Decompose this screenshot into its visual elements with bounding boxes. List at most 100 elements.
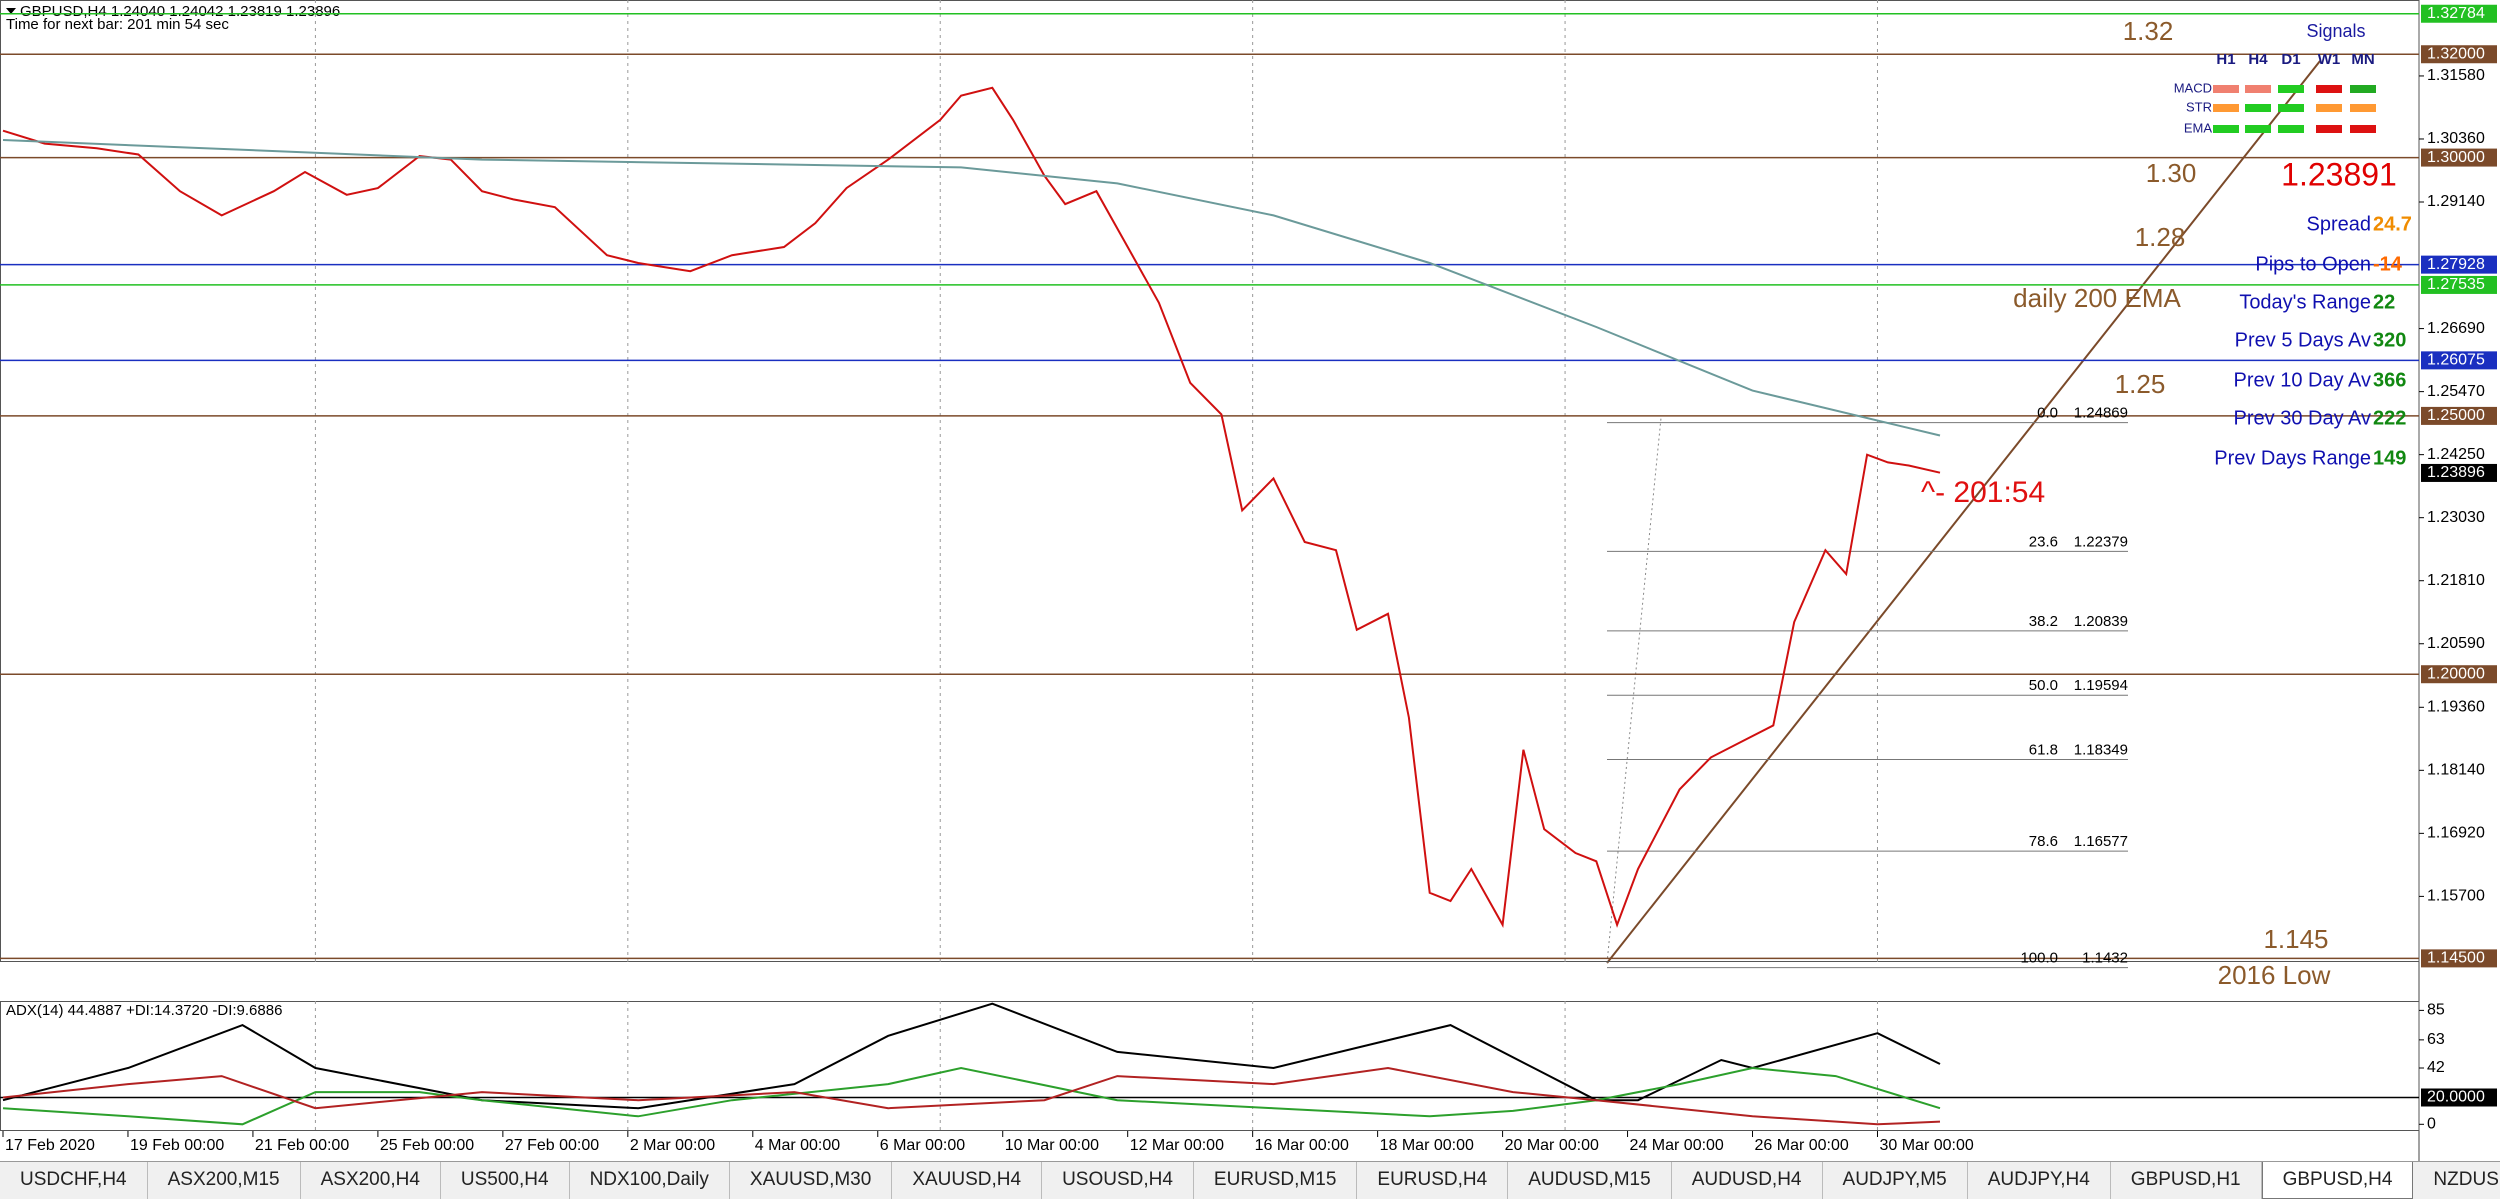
signal-column: H4 <box>2248 51 2268 68</box>
chart-header: GBPUSD,H4 1.24040 1.24042 1.23819 1.2389… <box>20 3 340 20</box>
x-tick-label: 4 Mar 00:00 <box>755 1137 840 1154</box>
symbol-tab[interactable]: GBPUSD,H4 <box>2261 1162 2414 1199</box>
y-tick-label: 63 <box>2427 1031 2445 1048</box>
info-value: -14 <box>2373 253 2403 275</box>
signal-row-label: STR <box>2186 99 2212 114</box>
fib-ratio: 78.6 <box>2029 833 2058 850</box>
x-tick-label: 21 Feb 00:00 <box>255 1137 349 1154</box>
level-marker <box>2421 665 2497 684</box>
info-label: Pips to Open <box>2255 253 2371 275</box>
symbol-tab[interactable]: XAUUSD,M30 <box>730 1162 893 1199</box>
level-annotation: 2016 Low <box>2218 960 2331 990</box>
fib-ratio: 100.0 <box>2020 950 2058 967</box>
symbol-tab[interactable]: GBPUSD,H1 <box>2111 1162 2262 1199</box>
level-label: 1.25000 <box>2427 407 2485 424</box>
signal-cell <box>2278 125 2304 133</box>
symbol-tab[interactable]: ASX200,M15 <box>148 1162 301 1199</box>
signal-column: D1 <box>2281 51 2300 68</box>
level-annotation: 1.30 <box>2146 158 2197 188</box>
fib-ratio: 23.6 <box>2029 533 2058 550</box>
fib-price: 1.19594 <box>2074 677 2128 694</box>
y-tick-label: 1.29140 <box>2427 193 2485 210</box>
chart-window: GBPUSD,H4 1.24040 1.24042 1.23819 1.2389… <box>0 0 2497 1161</box>
level-annotation: daily 200 EMA <box>2013 283 2181 313</box>
series-line <box>2 86 1941 928</box>
x-tick-label: 10 Mar 00:00 <box>1005 1137 1099 1154</box>
signal-column: H1 <box>2216 51 2235 68</box>
symbol-tab[interactable]: AUDUSD,M15 <box>1508 1162 1672 1199</box>
level-marker <box>2421 4 2497 23</box>
signal-cell <box>2213 104 2239 112</box>
signal-cell <box>2316 104 2342 112</box>
signals-title: Signals <box>2306 21 2365 41</box>
symbol-tab[interactable]: ASX200,H4 <box>301 1162 441 1199</box>
fib-price: 1.1432 <box>2082 950 2128 967</box>
x-tick-label: 26 Mar 00:00 <box>1755 1137 1849 1154</box>
y-tick-label: 1.21810 <box>2427 572 2485 589</box>
symbol-tab[interactable]: NDX100,Daily <box>570 1162 730 1199</box>
level-marker <box>2421 275 2497 294</box>
series-line <box>2 1066 1941 1126</box>
symbol-tab[interactable]: US500,H4 <box>441 1162 570 1199</box>
fib-price: 1.22379 <box>2074 533 2128 550</box>
series-line <box>2 139 1941 437</box>
y-tick-label: 1.26690 <box>2427 320 2485 337</box>
x-tick-label: 19 Feb 00:00 <box>130 1137 224 1154</box>
y-tick-label: 1.20590 <box>2427 635 2485 652</box>
y-tick-label: 1.19360 <box>2427 699 2485 716</box>
symbol-tab[interactable]: AUDJPY,M5 <box>1823 1162 1968 1199</box>
series-line <box>2 1002 1941 1110</box>
info-label: Prev Days Range <box>2214 447 2371 469</box>
symbol-tab[interactable]: EURUSD,H4 <box>1357 1162 1509 1199</box>
level-label: 1.27928 <box>2427 256 2485 273</box>
level-marker <box>2421 351 2497 370</box>
x-tick-label: 12 Mar 00:00 <box>1130 1137 1224 1154</box>
symbol-tab[interactable]: USDCHF,H4 <box>0 1162 148 1199</box>
signal-cell <box>2350 85 2376 93</box>
y-tick-label: 42 <box>2427 1059 2445 1076</box>
signal-cell <box>2350 125 2376 133</box>
x-tick-label: 2 Mar 00:00 <box>630 1137 715 1154</box>
x-tick-label: 18 Mar 00:00 <box>1380 1137 1474 1154</box>
fib-ratio: 0.0 <box>2037 405 2058 422</box>
tab-bar: USDCHF,H4 ASX200,M15 ASX200,H4 US500,H4 NDX1… <box>0 1161 2500 1199</box>
x-tick-label: 17 Feb 2020 <box>5 1137 95 1154</box>
panel-frame <box>0 1001 2420 1131</box>
menu-arrow[interactable] <box>6 8 16 14</box>
symbol-tab[interactable]: AUDUSD,H4 <box>1672 1162 1823 1199</box>
level-annotation: 1.28 <box>2135 222 2186 252</box>
signal-cell <box>2278 85 2304 93</box>
signal-cell <box>2278 104 2304 112</box>
info-label: Today's Range <box>2239 291 2371 313</box>
symbol-tab[interactable]: AUDJPY,H4 <box>1968 1162 2111 1199</box>
level-annotation: 1.25 <box>2115 369 2166 399</box>
symbol-tab[interactable]: USOUSD,H4 <box>1042 1162 1194 1199</box>
info-value: 24.7 <box>2373 213 2412 235</box>
y-tick-label: 0 <box>2427 1116 2436 1133</box>
info-value: 149 <box>2373 447 2406 469</box>
bar-timer: Time for next bar: 201 min 54 sec <box>6 16 229 33</box>
level-annotation: 1.32 <box>2123 16 2174 46</box>
info-value: 22 <box>2373 291 2395 313</box>
fib-price: 1.20839 <box>2074 613 2128 630</box>
bar-countdown: ^- 201:54 <box>1921 476 2045 509</box>
level-marker <box>2421 406 2497 425</box>
level-label: 1.26075 <box>2427 352 2485 369</box>
symbol-tab[interactable]: EURUSD,M15 <box>1194 1162 1358 1199</box>
level-label: 1.27535 <box>2427 276 2485 293</box>
level-marker <box>2421 255 2497 274</box>
y-tick-label: 1.25470 <box>2427 383 2485 400</box>
level-label: 1.32000 <box>2427 45 2485 62</box>
y-tick-label: 1.15700 <box>2427 888 2485 905</box>
trend-line <box>1606 60 2321 964</box>
info-value: 320 <box>2373 329 2406 351</box>
x-tick-label: 25 Feb 00:00 <box>380 1137 474 1154</box>
fib-ratio: 50.0 <box>2029 677 2058 694</box>
signal-cell <box>2213 85 2239 93</box>
symbol-tab[interactable]: XAUUSD,H4 <box>892 1162 1043 1199</box>
symbol-tab[interactable]: NZDUSD,H1 <box>2413 1162 2500 1199</box>
signal-cell <box>2245 85 2271 93</box>
info-label: Prev 30 Day Av <box>2234 407 2371 429</box>
current-price-label: 1.23896 <box>2427 464 2485 481</box>
